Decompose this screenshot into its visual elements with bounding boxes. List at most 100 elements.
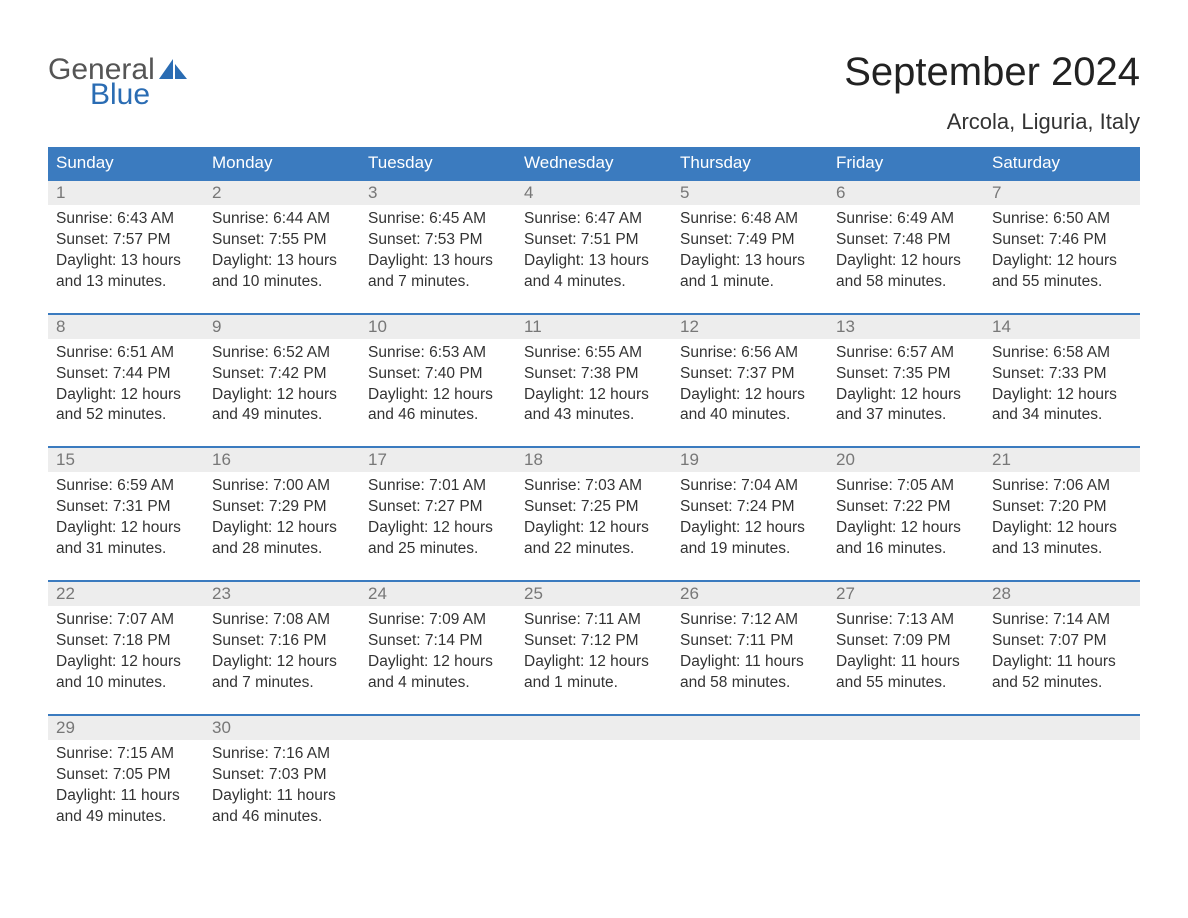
day-d1: Daylight: 11 hours bbox=[212, 786, 352, 807]
weekday-header-row: SundayMondayTuesdayWednesdayThursdayFrid… bbox=[48, 147, 1140, 179]
day-d1: Daylight: 12 hours bbox=[368, 652, 508, 673]
day-number: 4 bbox=[516, 181, 672, 205]
day-number: 26 bbox=[672, 582, 828, 606]
day-number: 13 bbox=[828, 315, 984, 339]
day-number-row: 1234567 bbox=[48, 181, 1140, 205]
day-cell: Sunrise: 7:06 AMSunset: 7:20 PMDaylight:… bbox=[984, 472, 1140, 560]
day-d1: Daylight: 12 hours bbox=[368, 518, 508, 539]
day-sunset: Sunset: 7:20 PM bbox=[992, 497, 1132, 518]
day-d2: and 55 minutes. bbox=[992, 272, 1132, 293]
day-cell: Sunrise: 6:52 AMSunset: 7:42 PMDaylight:… bbox=[204, 339, 360, 427]
day-cell: Sunrise: 6:48 AMSunset: 7:49 PMDaylight:… bbox=[672, 205, 828, 293]
day-number-row: 22232425262728 bbox=[48, 582, 1140, 606]
day-number: 15 bbox=[48, 448, 204, 472]
week-row: 2930Sunrise: 7:15 AMSunset: 7:05 PMDayli… bbox=[48, 714, 1140, 828]
day-sunrise: Sunrise: 7:04 AM bbox=[680, 476, 820, 497]
day-sunrise: Sunrise: 6:47 AM bbox=[524, 209, 664, 230]
day-d2: and 25 minutes. bbox=[368, 539, 508, 560]
day-d2: and 34 minutes. bbox=[992, 405, 1132, 426]
day-sunset: Sunset: 7:33 PM bbox=[992, 364, 1132, 385]
day-sunset: Sunset: 7:37 PM bbox=[680, 364, 820, 385]
day-d2: and 13 minutes. bbox=[992, 539, 1132, 560]
day-number: 28 bbox=[984, 582, 1140, 606]
day-sunrise: Sunrise: 7:03 AM bbox=[524, 476, 664, 497]
day-cell: Sunrise: 7:16 AMSunset: 7:03 PMDaylight:… bbox=[204, 740, 360, 828]
day-sunset: Sunset: 7:31 PM bbox=[56, 497, 196, 518]
day-sunset: Sunset: 7:07 PM bbox=[992, 631, 1132, 652]
day-sunset: Sunset: 7:05 PM bbox=[56, 765, 196, 786]
day-cell bbox=[516, 740, 672, 828]
day-sunset: Sunset: 7:18 PM bbox=[56, 631, 196, 652]
week-row: 15161718192021Sunrise: 6:59 AMSunset: 7:… bbox=[48, 446, 1140, 560]
day-cell: Sunrise: 7:11 AMSunset: 7:12 PMDaylight:… bbox=[516, 606, 672, 694]
day-number: 5 bbox=[672, 181, 828, 205]
weekday-header-cell: Thursday bbox=[672, 147, 828, 179]
day-cell: Sunrise: 6:59 AMSunset: 7:31 PMDaylight:… bbox=[48, 472, 204, 560]
day-number: 1 bbox=[48, 181, 204, 205]
day-number: 9 bbox=[204, 315, 360, 339]
day-body-row: Sunrise: 7:15 AMSunset: 7:05 PMDaylight:… bbox=[48, 740, 1140, 828]
day-d2: and 4 minutes. bbox=[524, 272, 664, 293]
day-number: 18 bbox=[516, 448, 672, 472]
day-d1: Daylight: 12 hours bbox=[992, 518, 1132, 539]
day-d1: Daylight: 12 hours bbox=[56, 518, 196, 539]
day-cell: Sunrise: 6:50 AMSunset: 7:46 PMDaylight:… bbox=[984, 205, 1140, 293]
day-cell: Sunrise: 7:14 AMSunset: 7:07 PMDaylight:… bbox=[984, 606, 1140, 694]
day-body-row: Sunrise: 6:43 AMSunset: 7:57 PMDaylight:… bbox=[48, 205, 1140, 293]
day-d2: and 55 minutes. bbox=[836, 673, 976, 694]
day-cell: Sunrise: 7:00 AMSunset: 7:29 PMDaylight:… bbox=[204, 472, 360, 560]
day-d2: and 40 minutes. bbox=[680, 405, 820, 426]
day-d1: Daylight: 12 hours bbox=[368, 385, 508, 406]
day-cell: Sunrise: 7:05 AMSunset: 7:22 PMDaylight:… bbox=[828, 472, 984, 560]
day-d2: and 58 minutes. bbox=[680, 673, 820, 694]
day-cell bbox=[984, 740, 1140, 828]
day-cell: Sunrise: 6:49 AMSunset: 7:48 PMDaylight:… bbox=[828, 205, 984, 293]
day-sunrise: Sunrise: 6:53 AM bbox=[368, 343, 508, 364]
day-number bbox=[984, 716, 1140, 740]
day-d2: and 46 minutes. bbox=[212, 807, 352, 828]
day-d1: Daylight: 12 hours bbox=[56, 385, 196, 406]
day-d2: and 1 minute. bbox=[524, 673, 664, 694]
day-sunrise: Sunrise: 7:11 AM bbox=[524, 610, 664, 631]
day-cell: Sunrise: 7:04 AMSunset: 7:24 PMDaylight:… bbox=[672, 472, 828, 560]
day-number: 30 bbox=[204, 716, 360, 740]
day-sunset: Sunset: 7:16 PM bbox=[212, 631, 352, 652]
day-number bbox=[672, 716, 828, 740]
day-sunrise: Sunrise: 7:07 AM bbox=[56, 610, 196, 631]
day-sunset: Sunset: 7:38 PM bbox=[524, 364, 664, 385]
day-number: 22 bbox=[48, 582, 204, 606]
day-d1: Daylight: 12 hours bbox=[836, 251, 976, 272]
day-number: 29 bbox=[48, 716, 204, 740]
day-d1: Daylight: 11 hours bbox=[56, 786, 196, 807]
day-number: 17 bbox=[360, 448, 516, 472]
day-number: 8 bbox=[48, 315, 204, 339]
day-cell bbox=[828, 740, 984, 828]
day-d1: Daylight: 11 hours bbox=[836, 652, 976, 673]
weekday-header-cell: Wednesday bbox=[516, 147, 672, 179]
day-sunset: Sunset: 7:29 PM bbox=[212, 497, 352, 518]
week-row: 22232425262728Sunrise: 7:07 AMSunset: 7:… bbox=[48, 580, 1140, 694]
day-number-row: 15161718192021 bbox=[48, 448, 1140, 472]
day-d1: Daylight: 12 hours bbox=[212, 385, 352, 406]
day-sunrise: Sunrise: 7:01 AM bbox=[368, 476, 508, 497]
weekday-header-cell: Saturday bbox=[984, 147, 1140, 179]
day-number: 7 bbox=[984, 181, 1140, 205]
day-sunrise: Sunrise: 7:09 AM bbox=[368, 610, 508, 631]
day-d1: Daylight: 12 hours bbox=[992, 251, 1132, 272]
day-number: 16 bbox=[204, 448, 360, 472]
day-cell: Sunrise: 7:01 AMSunset: 7:27 PMDaylight:… bbox=[360, 472, 516, 560]
day-d1: Daylight: 12 hours bbox=[524, 518, 664, 539]
day-sunrise: Sunrise: 6:49 AM bbox=[836, 209, 976, 230]
day-cell: Sunrise: 7:07 AMSunset: 7:18 PMDaylight:… bbox=[48, 606, 204, 694]
day-sunset: Sunset: 7:40 PM bbox=[368, 364, 508, 385]
week-row: 1234567Sunrise: 6:43 AMSunset: 7:57 PMDa… bbox=[48, 179, 1140, 293]
day-d1: Daylight: 12 hours bbox=[524, 385, 664, 406]
day-sunrise: Sunrise: 7:13 AM bbox=[836, 610, 976, 631]
day-d2: and 22 minutes. bbox=[524, 539, 664, 560]
day-sunset: Sunset: 7:11 PM bbox=[680, 631, 820, 652]
day-number-row: 2930 bbox=[48, 716, 1140, 740]
day-number: 19 bbox=[672, 448, 828, 472]
day-cell: Sunrise: 6:57 AMSunset: 7:35 PMDaylight:… bbox=[828, 339, 984, 427]
day-sunrise: Sunrise: 7:14 AM bbox=[992, 610, 1132, 631]
day-cell: Sunrise: 6:51 AMSunset: 7:44 PMDaylight:… bbox=[48, 339, 204, 427]
